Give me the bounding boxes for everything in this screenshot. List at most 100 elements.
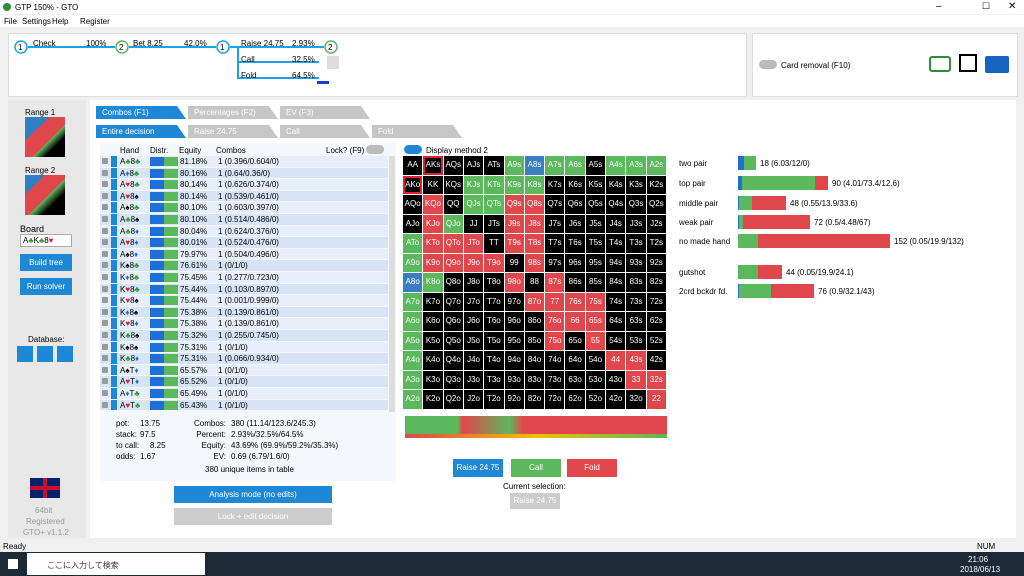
grid-cell[interactable]: 52o <box>585 390 606 409</box>
table-row[interactable]: A♠T♦ 65.57% 1 (0/1/0) <box>100 364 388 376</box>
grid-cell[interactable]: 42o <box>606 390 626 409</box>
grid-cell[interactable]: Q3o <box>443 370 463 390</box>
grid-cell[interactable]: 74o <box>545 351 565 370</box>
grid-cell[interactable]: T2o <box>484 390 504 409</box>
grid-cell[interactable]: K5o <box>423 331 443 351</box>
grid-cell[interactable]: 85s <box>585 273 606 292</box>
grid-cell[interactable]: KJo <box>423 214 443 234</box>
grid-cell[interactable]: 87o <box>524 292 545 312</box>
grid-cell[interactable]: 64s <box>606 312 626 331</box>
grid-cell[interactable]: T3s <box>626 234 646 253</box>
grid-cell[interactable]: 64o <box>565 351 585 370</box>
grid-cell[interactable]: QTo <box>443 234 463 253</box>
display-toggle[interactable] <box>404 145 422 154</box>
grid-cell[interactable]: AJo <box>403 214 423 234</box>
grid-cell[interactable]: KQs <box>443 175 463 195</box>
column-header[interactable]: Combos <box>216 146 246 155</box>
grid-cell[interactable]: 87s <box>545 273 565 292</box>
grid-cell[interactable]: 95s <box>585 253 606 273</box>
grid-cell[interactable]: 43o <box>606 370 626 390</box>
grid-cell[interactable]: 86s <box>565 273 585 292</box>
table-row[interactable]: K♣8♠ 75.32% 1 (0.255/0.745/0) <box>100 330 388 341</box>
grid-cell[interactable]: K6o <box>423 312 443 331</box>
table-row[interactable]: A♦T♣ 65.49% 1 (0/1/0) <box>100 388 388 399</box>
grid-cell[interactable]: AA <box>403 156 423 175</box>
grid-cell[interactable]: K9s <box>504 175 524 195</box>
grid-cell[interactable]: T5o <box>484 331 504 351</box>
grid-cell[interactable]: Q5o <box>443 331 463 351</box>
grid-cell[interactable]: 75s <box>585 292 606 312</box>
grid-cell[interactable]: 97s <box>545 253 565 273</box>
language-flag[interactable] <box>30 478 60 498</box>
grid-cell[interactable]: T6s <box>565 234 585 253</box>
db-icon[interactable] <box>17 346 33 362</box>
grid-cell[interactable]: QTs <box>484 195 504 214</box>
action[interactable]: Bet 8.25 <box>133 39 163 48</box>
grid-cell[interactable]: 73s <box>626 292 646 312</box>
fold-button[interactable]: Fold <box>567 459 617 477</box>
grid-cell[interactable]: A9s <box>504 156 524 175</box>
grid-cell[interactable]: K8s <box>524 175 545 195</box>
grid-cell[interactable]: T8o <box>484 273 504 292</box>
grid-cell[interactable]: J8o <box>463 273 484 292</box>
table-row[interactable]: A♠8♣ 80.10% 1 (0.603/0.397/0) <box>100 202 388 213</box>
grid-cell[interactable]: A6o <box>403 312 423 331</box>
grid-cell[interactable]: K9o <box>423 253 443 273</box>
grid-cell[interactable]: 32s <box>646 370 666 390</box>
grid-cell[interactable]: KTo <box>423 234 443 253</box>
grid-cell[interactable]: A5o <box>403 331 423 351</box>
grid-cell[interactable]: T2s <box>646 234 666 253</box>
grid-cell[interactable]: ATs <box>484 156 504 175</box>
grid-cell[interactable]: Q5s <box>585 195 606 214</box>
grid-cell[interactable]: K7o <box>423 292 443 312</box>
grid-cell[interactable]: T6o <box>484 312 504 331</box>
db-icon[interactable] <box>57 346 73 362</box>
grid-cell[interactable]: 98s <box>524 253 545 273</box>
grid-cell[interactable]: Q9o <box>443 253 463 273</box>
column-header[interactable]: Hand <box>120 146 140 155</box>
table-row[interactable]: K♥8♦ 75.38% 1 (0.139/0.861/0) <box>100 318 388 329</box>
table-row[interactable]: K♠8♣ 76.61% 1 (0/1/0) <box>100 260 388 271</box>
column-header[interactable]: Equity <box>179 146 202 155</box>
grid-cell[interactable]: K2s <box>646 175 666 195</box>
grid-cell[interactable]: J5o <box>463 331 484 351</box>
toggle[interactable] <box>759 60 777 69</box>
grid-cell[interactable]: A5s <box>585 156 606 175</box>
grid-cell[interactable]: 22 <box>646 390 666 409</box>
tree-icon[interactable] <box>929 56 951 72</box>
grid-cell[interactable]: TT <box>484 234 504 253</box>
menu-item[interactable]: Register <box>80 17 110 26</box>
grid-cell[interactable]: T9o <box>484 253 504 273</box>
grid-cell[interactable]: Q4s <box>606 195 626 214</box>
grid-cell[interactable]: A3s <box>626 156 646 175</box>
grid-cell[interactable]: 75o <box>545 331 565 351</box>
grid-cell[interactable]: 86o <box>524 312 545 331</box>
grid-cell[interactable]: J6s <box>565 214 585 234</box>
grid-cell[interactable]: 93s <box>626 253 646 273</box>
range-thumb[interactable] <box>25 117 65 157</box>
grid-cell[interactable]: 63s <box>626 312 646 331</box>
grid-cell[interactable]: KQo <box>423 195 443 214</box>
grid-cell[interactable]: J4s <box>606 214 626 234</box>
table-row[interactable]: A♣8♣ 81.18% 1 (0.396/0.604/0) <box>100 156 388 167</box>
grid-cell[interactable]: 66 <box>565 312 585 331</box>
grid-cell[interactable]: A7s <box>545 156 565 175</box>
action[interactable]: Fold <box>241 71 257 80</box>
grid-cell[interactable]: AKs <box>423 156 443 175</box>
raise-button[interactable]: Raise 24.75 <box>453 459 503 477</box>
grid-cell[interactable]: A8o <box>403 273 423 292</box>
column-header[interactable]: Distr. <box>150 146 169 155</box>
grid-cell[interactable]: 54o <box>585 351 606 370</box>
call-button[interactable]: Call <box>511 459 561 477</box>
grid-cell[interactable]: K3o <box>423 370 443 390</box>
grid-cell[interactable]: 76o <box>545 312 565 331</box>
grid-cell[interactable]: AKo <box>403 175 423 195</box>
grid-cell[interactable]: 82o <box>524 390 545 409</box>
grid-cell[interactable]: 42s <box>646 351 666 370</box>
grid-cell[interactable]: JTs <box>484 214 504 234</box>
action[interactable]: Raise 24.75 <box>241 39 284 48</box>
grid-cell[interactable]: T4s <box>606 234 626 253</box>
grid-cell[interactable]: Q7o <box>443 292 463 312</box>
table-row[interactable]: A♥8♣ 80.14% 1 (0.626/0.374/0) <box>100 179 388 190</box>
scrollbar[interactable] <box>389 156 395 412</box>
